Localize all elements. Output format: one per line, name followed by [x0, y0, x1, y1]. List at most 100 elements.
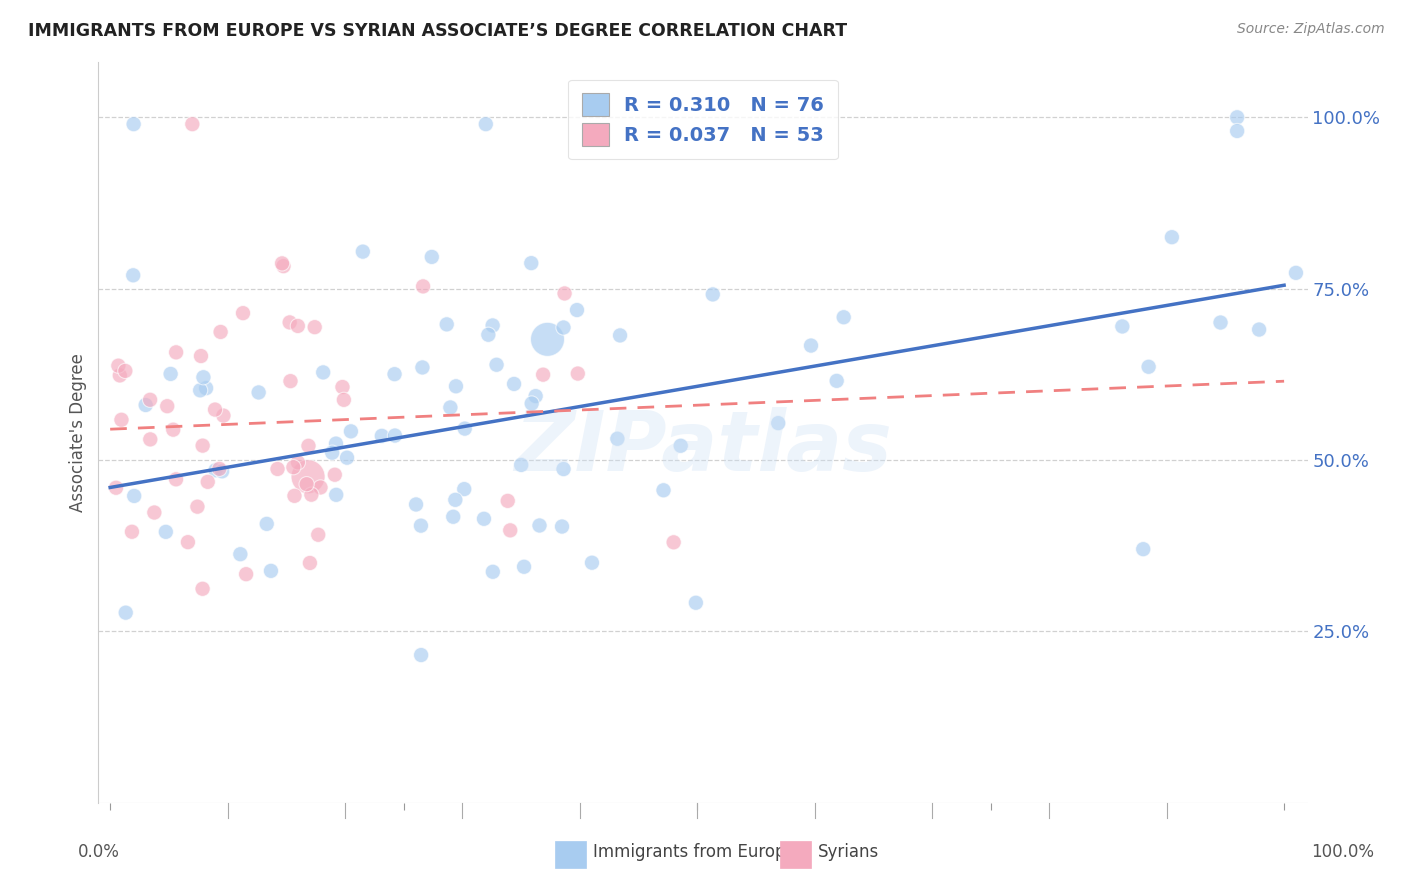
Point: [193, 370, 215, 384]
Point: [108, 368, 131, 383]
Point: [299, 488, 322, 502]
Point: [165, 472, 187, 486]
Point: [122, 268, 145, 283]
Point: [475, 117, 498, 131]
Point: [652, 483, 675, 498]
Point: [371, 429, 394, 443]
Point: [685, 596, 707, 610]
Point: [159, 367, 181, 381]
Point: [156, 399, 179, 413]
Point: [384, 428, 406, 442]
Point: [332, 380, 354, 394]
Point: [832, 310, 855, 325]
Point: [321, 445, 343, 459]
Point: [278, 315, 301, 329]
Point: [553, 320, 575, 334]
Point: [412, 279, 434, 293]
Point: [340, 425, 363, 439]
Point: [513, 559, 536, 574]
Point: [411, 648, 433, 662]
Point: [565, 303, 588, 318]
Point: [114, 364, 136, 378]
Point: [186, 500, 208, 514]
Point: [496, 494, 519, 508]
Point: [298, 556, 321, 570]
Point: [273, 259, 295, 273]
Point: [352, 244, 374, 259]
Point: [669, 439, 692, 453]
Point: [554, 286, 576, 301]
Point: [309, 480, 332, 494]
Point: [256, 516, 278, 531]
Point: [453, 482, 475, 496]
Point: [531, 368, 554, 382]
Point: [553, 462, 575, 476]
Point: [441, 509, 464, 524]
Point: [297, 439, 319, 453]
Point: [190, 349, 212, 363]
Point: [336, 450, 359, 465]
Point: [503, 376, 526, 391]
Point: [212, 409, 235, 423]
Point: [1160, 230, 1182, 244]
Point: [520, 396, 543, 410]
Point: [482, 565, 505, 579]
Point: [188, 384, 211, 398]
Point: [411, 360, 433, 375]
Point: [1249, 322, 1271, 336]
Point: [122, 489, 145, 503]
Point: [472, 512, 495, 526]
Point: [609, 328, 631, 343]
Point: [409, 518, 432, 533]
Point: [107, 359, 129, 373]
Point: [114, 606, 136, 620]
Point: [155, 524, 177, 539]
Point: [135, 398, 157, 412]
Point: [477, 327, 499, 342]
Point: [405, 498, 427, 512]
Point: [110, 413, 132, 427]
Point: [139, 392, 162, 407]
Point: [235, 567, 257, 582]
Point: [139, 433, 162, 447]
Point: [165, 345, 187, 359]
Point: [287, 318, 309, 333]
Point: [551, 519, 574, 533]
Point: [287, 455, 309, 469]
Point: [333, 392, 356, 407]
Point: [209, 325, 232, 339]
Text: IMMIGRANTS FROM EUROPE VS SYRIAN ASSOCIATE’S DEGREE CORRELATION CHART: IMMIGRANTS FROM EUROPE VS SYRIAN ASSOCIA…: [28, 22, 848, 40]
Point: [444, 492, 467, 507]
Text: 100.0%: 100.0%: [1312, 843, 1374, 861]
Point: [271, 256, 294, 270]
Point: [1137, 359, 1160, 374]
Point: [481, 318, 503, 333]
Point: [606, 432, 628, 446]
Point: [702, 287, 724, 301]
Point: [232, 306, 254, 320]
Point: [520, 256, 543, 270]
Point: [524, 389, 547, 403]
Point: [1209, 316, 1232, 330]
Point: [800, 338, 823, 352]
Point: [384, 367, 406, 381]
Point: [195, 381, 218, 395]
Point: [143, 506, 166, 520]
Point: [444, 379, 467, 393]
Text: Immigrants from Europe: Immigrants from Europe: [593, 843, 796, 861]
Point: [283, 460, 305, 475]
Point: [211, 464, 233, 478]
Text: Source: ZipAtlas.com: Source: ZipAtlas.com: [1237, 22, 1385, 37]
Point: [1132, 542, 1154, 557]
Point: [1111, 319, 1133, 334]
Point: [1226, 110, 1249, 124]
Point: [529, 518, 551, 533]
Point: [312, 365, 335, 379]
Point: [105, 481, 128, 495]
Point: [454, 422, 477, 436]
Point: [485, 358, 508, 372]
Point: [420, 250, 443, 264]
Point: [510, 458, 533, 472]
Point: [121, 524, 143, 539]
Point: [1226, 124, 1249, 138]
